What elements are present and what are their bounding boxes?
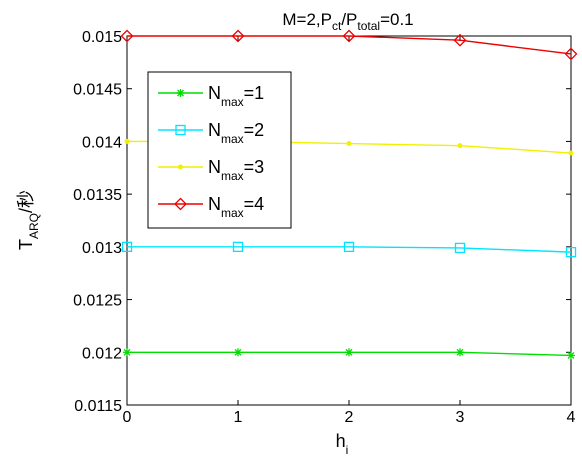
legend-item-n4: Nmax=4 xyxy=(158,194,264,220)
data-point xyxy=(564,47,578,61)
data-point xyxy=(121,241,133,253)
y-tick-label: 0.0115 xyxy=(74,398,122,415)
data-point xyxy=(124,138,130,144)
data-point xyxy=(343,241,355,253)
series-n1 xyxy=(123,348,575,360)
x-tick-label: 1 xyxy=(234,409,243,426)
x-tick-label: 0 xyxy=(123,409,132,426)
legend-label: Nmax=1 xyxy=(208,83,264,109)
y-tick-label: 0.015 xyxy=(82,29,122,46)
y-tick-label: 0.0145 xyxy=(73,82,122,99)
data-point xyxy=(457,143,463,149)
data-point xyxy=(453,33,467,47)
data-point xyxy=(176,89,185,97)
y-tick-label: 0.0125 xyxy=(73,293,122,310)
legend-item-n3: Nmax=3 xyxy=(158,157,264,183)
x-tick-label: 4 xyxy=(567,409,576,426)
data-point xyxy=(567,351,575,360)
x-tick-label: 2 xyxy=(345,409,354,426)
data-point xyxy=(175,124,186,136)
data-point xyxy=(174,197,187,211)
data-point xyxy=(456,348,464,357)
y-tick-label: 0.012 xyxy=(82,345,122,362)
data-point xyxy=(234,348,242,357)
data-point xyxy=(454,242,466,254)
series-n4 xyxy=(120,29,578,61)
data-point xyxy=(120,29,134,43)
data-point xyxy=(342,29,356,43)
x-tick-label: 3 xyxy=(456,409,465,426)
data-point xyxy=(123,348,131,357)
y-tick-label: 0.0135 xyxy=(73,187,122,204)
series-line xyxy=(127,246,572,253)
y-tick-label: 0.014 xyxy=(82,134,122,151)
legend-item-n2: Nmax=2 xyxy=(158,120,264,146)
x-axis-title: hi xyxy=(336,431,349,457)
legend-box xyxy=(147,71,292,229)
legend: Nmax=1 Nmax=2 Nmax=3 Nmax=4 xyxy=(147,71,292,229)
y-tick-label: 0.013 xyxy=(82,240,122,257)
chart-title: M=2,Pct/Ptotal=0.1 xyxy=(282,10,413,33)
legend-label: Nmax=3 xyxy=(208,157,264,183)
legend-item-n1: Nmax=1 xyxy=(158,83,264,109)
data-point xyxy=(565,246,577,258)
data-point xyxy=(345,348,353,357)
axis-ticks: 0 1 2 3 4 0.0115 0.012 0.0125 0.013 0.0135 0.014 0.… xyxy=(73,29,575,426)
series-n2 xyxy=(121,241,577,258)
legend-label: Nmax=2 xyxy=(208,120,264,146)
y-axis-title: TARQ/秒 xyxy=(16,190,41,250)
data-point xyxy=(231,29,245,43)
data-point xyxy=(178,164,183,170)
legend-label: Nmax=4 xyxy=(208,194,264,220)
data-point xyxy=(232,241,244,253)
series-layer xyxy=(120,29,578,360)
data-point xyxy=(568,150,574,156)
series-line xyxy=(127,35,572,55)
data-point xyxy=(346,141,352,147)
